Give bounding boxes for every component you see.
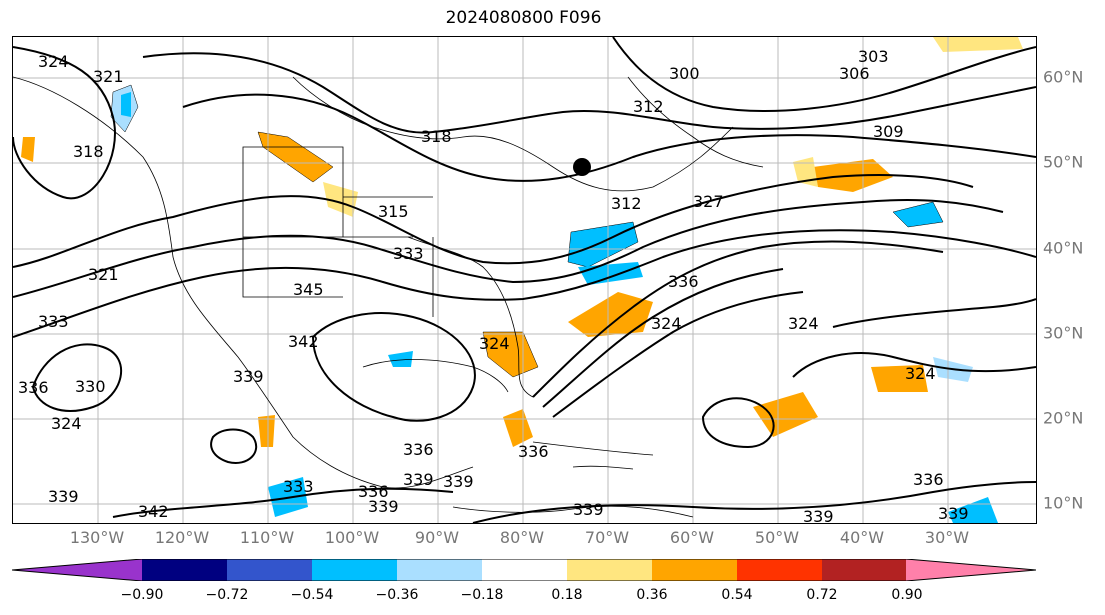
lon-label: 40°W bbox=[839, 528, 885, 547]
graticule bbox=[13, 37, 1036, 523]
contour-label: 333 bbox=[283, 477, 314, 496]
contour-label: 336 bbox=[518, 442, 549, 461]
colorbar-tick: −0.36 bbox=[375, 587, 419, 603]
lat-label: 50°N bbox=[1043, 152, 1084, 172]
contour-label: 309 bbox=[873, 122, 904, 141]
lon-label: 110°W bbox=[239, 528, 295, 547]
lat-label: 10°N bbox=[1043, 493, 1084, 513]
contour-label: 336 bbox=[668, 272, 699, 291]
marker-dot bbox=[573, 158, 591, 176]
contour-label: 327 bbox=[693, 192, 724, 211]
lon-label: 60°W bbox=[669, 528, 715, 547]
contour-label: 336 bbox=[18, 378, 49, 397]
colorbar-extension-high bbox=[906, 559, 1036, 581]
contour-label: 324 bbox=[905, 364, 936, 383]
contour-label: 333 bbox=[38, 312, 69, 331]
isentrope-contours bbox=[13, 37, 1036, 523]
colorbar-segment bbox=[142, 559, 227, 581]
colorbar-segment bbox=[482, 559, 567, 581]
colorbar-segment bbox=[822, 559, 907, 581]
contour-label: 342 bbox=[288, 332, 319, 351]
lon-label: 120°W bbox=[154, 528, 210, 547]
contour-label: 312 bbox=[611, 194, 642, 213]
contour-label: 318 bbox=[421, 127, 452, 146]
contour-label: 321 bbox=[88, 265, 119, 284]
lon-label: 90°W bbox=[414, 528, 460, 547]
colorbar-tick: 0.18 bbox=[551, 587, 583, 603]
contour-label: 300 bbox=[669, 64, 700, 83]
contour-label: 330 bbox=[75, 377, 106, 396]
map-title: 2024080800 F096 bbox=[445, 8, 602, 28]
contour-label: 336 bbox=[913, 470, 944, 489]
colorbar-segment bbox=[227, 559, 312, 581]
contour-label: 318 bbox=[73, 142, 104, 161]
contour-label: 345 bbox=[293, 280, 324, 299]
lon-label: 80°W bbox=[499, 528, 545, 547]
contour-label: 339 bbox=[803, 507, 834, 523]
contour-label: 336 bbox=[403, 440, 434, 459]
contour-labels: 324 321 318 303 306 300 312 309 318 315 … bbox=[18, 47, 969, 523]
colorbar-tick: 0.90 bbox=[891, 587, 923, 603]
contour-label: 342 bbox=[138, 502, 169, 521]
contour-label: 324 bbox=[479, 334, 510, 353]
colorbar-tick: 0.54 bbox=[721, 587, 753, 603]
colorbar-segment bbox=[652, 559, 737, 581]
contour-label: 321 bbox=[93, 67, 124, 86]
contour-label: 306 bbox=[839, 64, 870, 83]
colorbar-tick: −0.72 bbox=[205, 587, 249, 603]
contour-label: 324 bbox=[38, 52, 69, 71]
lon-label: 70°W bbox=[584, 528, 630, 547]
contour-label: 339 bbox=[403, 470, 434, 489]
contour-label: 336 bbox=[358, 482, 389, 501]
map-panel: 324 321 318 303 306 300 312 309 318 315 … bbox=[12, 36, 1037, 524]
contour-label: 324 bbox=[788, 314, 819, 333]
colorbar bbox=[11, 558, 1037, 585]
contour-label: 339 bbox=[443, 472, 474, 491]
colorbar-tick: 0.72 bbox=[806, 587, 838, 603]
lon-label: 130°W bbox=[69, 528, 125, 547]
colorbar-segments bbox=[12, 559, 1036, 581]
colorbar-extension-low bbox=[12, 559, 142, 581]
lat-label: 60°N bbox=[1043, 67, 1084, 87]
coastlines bbox=[13, 76, 764, 518]
shaded-areas bbox=[21, 37, 1023, 523]
contour-label: 339 bbox=[233, 367, 264, 386]
colorbar-segment bbox=[567, 559, 652, 581]
contour-label: 324 bbox=[651, 314, 682, 333]
colorbar-tick: 0.36 bbox=[636, 587, 668, 603]
lon-label: 30°W bbox=[924, 528, 970, 547]
contour-label: 312 bbox=[633, 97, 664, 116]
contour-label: 339 bbox=[573, 500, 604, 519]
contour-label: 315 bbox=[378, 202, 409, 221]
contour-label: 324 bbox=[51, 414, 82, 433]
contour-label: 303 bbox=[858, 47, 889, 66]
contour-label: 339 bbox=[938, 504, 969, 523]
lat-label: 20°N bbox=[1043, 408, 1084, 428]
lon-label: 50°W bbox=[754, 528, 800, 547]
lat-label: 40°N bbox=[1043, 238, 1084, 258]
colorbar-tick: −0.90 bbox=[120, 587, 164, 603]
lon-label: 100°W bbox=[324, 528, 380, 547]
contour-label: 339 bbox=[48, 487, 79, 506]
colorbar-segment bbox=[737, 559, 822, 581]
colorbar-segment bbox=[397, 559, 482, 581]
colorbar-tick: −0.54 bbox=[290, 587, 334, 603]
contour-label: 339 bbox=[368, 497, 399, 516]
colorbar-segment bbox=[312, 559, 397, 581]
colorbar-tick: −0.18 bbox=[460, 587, 504, 603]
contour-label: 333 bbox=[393, 244, 424, 263]
lat-label: 30°N bbox=[1043, 323, 1084, 343]
